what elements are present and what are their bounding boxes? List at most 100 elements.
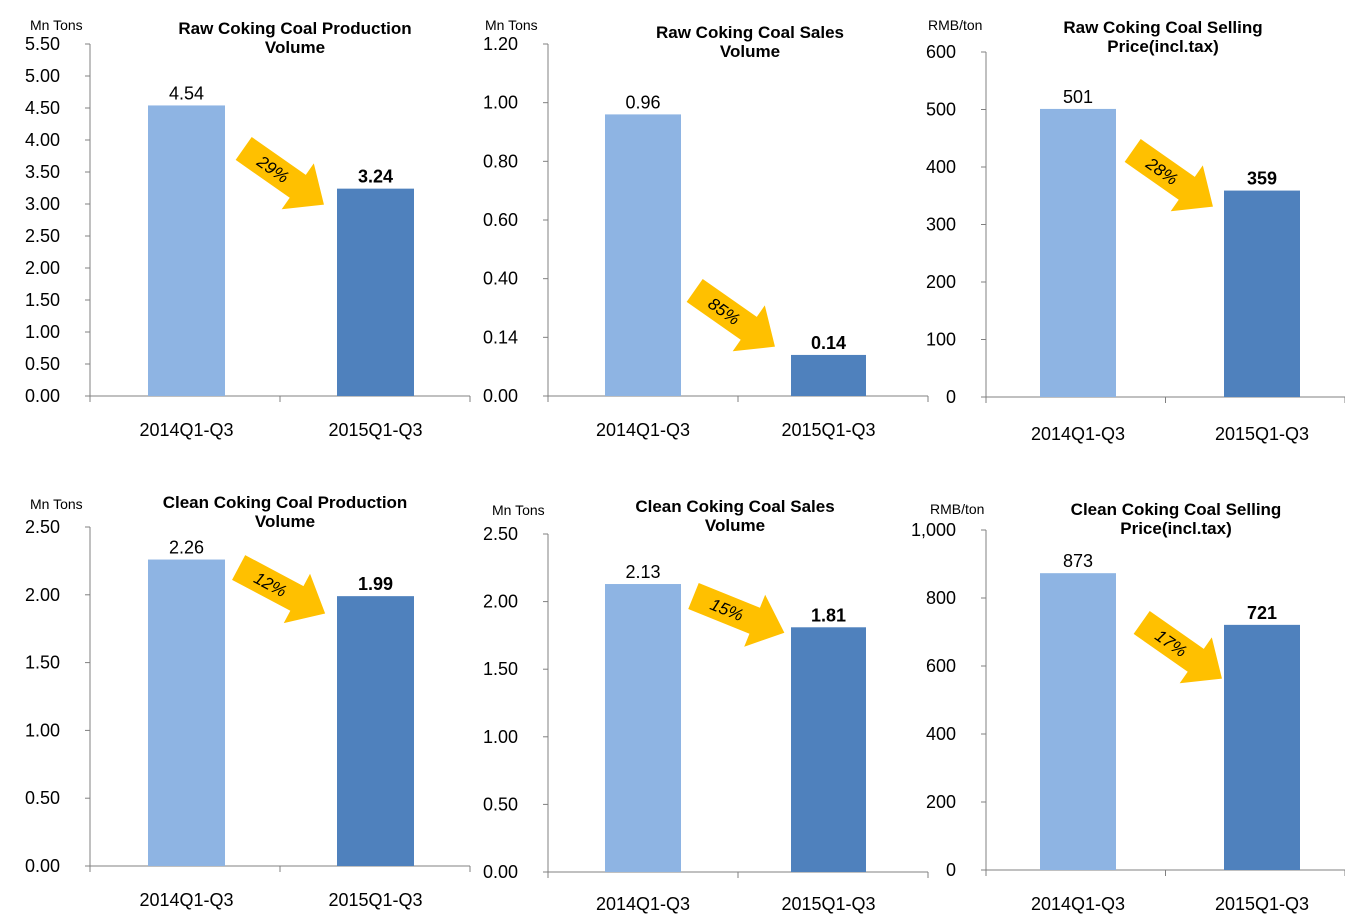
x-category-label: 2015Q1-Q3 bbox=[781, 894, 875, 914]
x-category-label: 2014Q1-Q3 bbox=[139, 890, 233, 910]
chart-title-line: Raw Coking Coal Selling bbox=[1063, 18, 1262, 37]
chart-title-line: Price(incl.tax) bbox=[1120, 519, 1232, 538]
bar-value-label: 1.81 bbox=[811, 605, 846, 625]
y-axis-unit: RMB/ton bbox=[928, 17, 982, 33]
y-tick-label: 400 bbox=[926, 157, 956, 177]
y-tick-label: 3.50 bbox=[25, 162, 60, 182]
bar-value-label: 2.26 bbox=[169, 538, 204, 558]
y-tick-label: 2.00 bbox=[25, 258, 60, 278]
chart-title-line: Volume bbox=[720, 42, 780, 61]
decline-arrow-icon: 29% bbox=[235, 137, 324, 210]
y-tick-label: 0.40 bbox=[483, 269, 518, 289]
x-category-label: 2015Q1-Q3 bbox=[328, 890, 422, 910]
bar-2015q1-q3 bbox=[337, 596, 414, 866]
y-tick-label: 2.50 bbox=[483, 524, 518, 544]
chart-title-line: Clean Coking Coal Production bbox=[163, 493, 408, 512]
bar-value-label: 0.14 bbox=[811, 333, 846, 353]
y-tick-label: 0.50 bbox=[25, 354, 60, 374]
x-category-label: 2014Q1-Q3 bbox=[596, 420, 690, 440]
x-category-label: 2015Q1-Q3 bbox=[1215, 894, 1309, 914]
bar-2014q1-q3 bbox=[148, 105, 225, 396]
y-tick-label: 1.00 bbox=[483, 727, 518, 747]
chart-title-line: Volume bbox=[255, 512, 315, 531]
y-tick-label: 5.50 bbox=[25, 34, 60, 54]
y-tick-label: 1.50 bbox=[25, 653, 60, 673]
y-tick-label: 600 bbox=[926, 656, 956, 676]
y-axis-unit: Mn Tons bbox=[492, 502, 545, 518]
y-tick-label: 0 bbox=[946, 860, 956, 880]
chart-panel-4: Mn Tons Clean Coking Coal ProductionVolum… bbox=[25, 493, 471, 910]
bar-2015q1-q3 bbox=[337, 188, 414, 396]
chart-panel-6: RMB/ton Clean Coking Coal SellingPrice(in… bbox=[911, 500, 1345, 914]
y-tick-label: 0.00 bbox=[483, 386, 518, 406]
chart-title-line: Raw Coking Coal Sales bbox=[656, 23, 844, 42]
y-tick-label: 0.14 bbox=[483, 327, 518, 347]
bar-value-label: 2.13 bbox=[625, 562, 660, 582]
arrow-shape bbox=[1124, 139, 1213, 212]
y-tick-label: 1.00 bbox=[483, 93, 518, 113]
bar-value-label: 721 bbox=[1247, 603, 1277, 623]
y-tick-label: 100 bbox=[926, 330, 956, 350]
y-axis-unit: Mn Tons bbox=[30, 496, 83, 512]
decline-arrow-icon: 28% bbox=[1124, 139, 1213, 212]
y-tick-label: 0.80 bbox=[483, 151, 518, 171]
bar-2015q1-q3 bbox=[1224, 624, 1300, 870]
bar-2015q1-q3 bbox=[1224, 190, 1300, 397]
x-category-label: 2014Q1-Q3 bbox=[139, 420, 233, 440]
bar-value-label: 1.99 bbox=[358, 574, 393, 594]
arrow-shape bbox=[686, 279, 775, 352]
y-tick-label: 300 bbox=[926, 215, 956, 235]
chart-title-line: Clean Coking Coal Selling bbox=[1071, 500, 1282, 519]
bar-value-label: 501 bbox=[1063, 87, 1093, 107]
bar-value-label: 3.24 bbox=[358, 167, 393, 187]
y-axis-unit: Mn Tons bbox=[30, 17, 83, 33]
y-tick-label: 600 bbox=[926, 42, 956, 62]
y-tick-label: 0 bbox=[946, 387, 956, 407]
bar-value-label: 0.96 bbox=[625, 92, 660, 112]
y-tick-label: 5.00 bbox=[25, 66, 60, 86]
y-tick-label: 2.50 bbox=[25, 517, 60, 537]
y-tick-label: 0.50 bbox=[483, 794, 518, 814]
y-tick-label: 4.50 bbox=[25, 98, 60, 118]
y-tick-label: 2.00 bbox=[483, 592, 518, 612]
decline-arrow-icon: 85% bbox=[686, 279, 775, 352]
decline-arrow-icon: 17% bbox=[1133, 611, 1222, 684]
bar-2014q1-q3 bbox=[605, 114, 681, 397]
y-tick-label: 800 bbox=[926, 588, 956, 608]
chart-title-line: Price(incl.tax) bbox=[1107, 37, 1219, 56]
chart-panel-3: RMB/ton Raw Coking Coal SellingPrice(incl… bbox=[926, 17, 1345, 444]
y-tick-label: 200 bbox=[926, 272, 956, 292]
y-tick-label: 1.00 bbox=[25, 322, 60, 342]
bar-2014q1-q3 bbox=[1040, 108, 1116, 398]
y-tick-label: 1.20 bbox=[483, 34, 518, 54]
bar-2015q1-q3 bbox=[791, 627, 866, 872]
y-tick-label: 2.00 bbox=[25, 585, 60, 605]
y-axis-unit: Mn Tons bbox=[485, 17, 538, 33]
bar-value-label: 4.54 bbox=[169, 83, 204, 103]
arrow-shape bbox=[235, 137, 324, 210]
y-tick-label: 1.50 bbox=[25, 290, 60, 310]
x-category-label: 2015Q1-Q3 bbox=[781, 420, 875, 440]
chart-title-line: Volume bbox=[265, 38, 325, 57]
x-category-label: 2014Q1-Q3 bbox=[1031, 894, 1125, 914]
y-tick-label: 500 bbox=[926, 100, 956, 120]
arrow-shape bbox=[688, 583, 785, 647]
y-tick-label: 0.50 bbox=[25, 788, 60, 808]
x-category-label: 2015Q1-Q3 bbox=[328, 420, 422, 440]
decline-arrow-icon: 12% bbox=[232, 555, 326, 624]
y-tick-label: 0.00 bbox=[483, 862, 518, 882]
chart-title-line: Volume bbox=[705, 516, 765, 535]
y-tick-label: 0.00 bbox=[25, 386, 60, 406]
y-tick-label: 2.50 bbox=[25, 226, 60, 246]
arrow-shape bbox=[1133, 611, 1222, 684]
x-category-label: 2014Q1-Q3 bbox=[596, 894, 690, 914]
y-tick-label: 1.50 bbox=[483, 659, 518, 679]
y-tick-label: 0.00 bbox=[25, 856, 60, 876]
bar-2014q1-q3 bbox=[605, 584, 681, 872]
y-tick-label: 400 bbox=[926, 724, 956, 744]
decline-arrow-icon: 15% bbox=[688, 583, 785, 647]
y-tick-label: 1,000 bbox=[911, 520, 956, 540]
